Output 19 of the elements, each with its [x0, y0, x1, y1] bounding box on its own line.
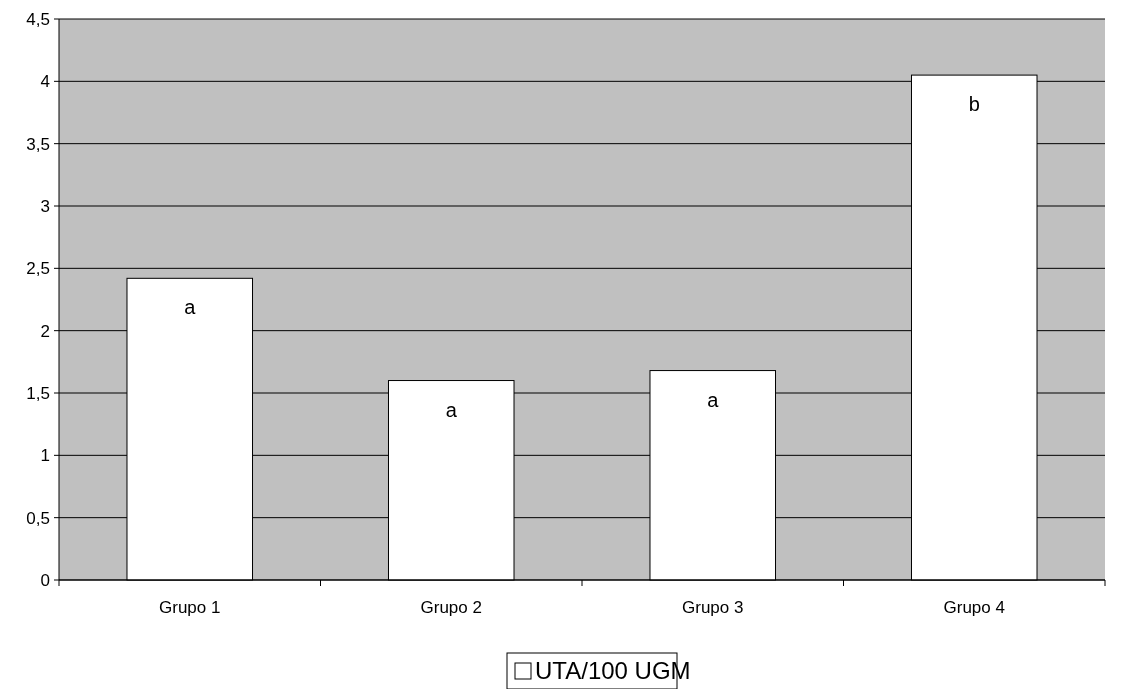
- y-tick-label: 3,5: [26, 134, 50, 154]
- x-tick-label: Grupo 4: [943, 598, 1005, 617]
- y-tick-label: 2,5: [26, 259, 50, 279]
- legend-label: UTA/100 UGM: [535, 657, 691, 685]
- x-tick-label: Grupo 3: [682, 598, 744, 617]
- y-tick-label: 0,5: [26, 508, 50, 528]
- x-tick-label: Grupo 2: [420, 598, 482, 617]
- annotation: a: [707, 388, 720, 411]
- x-tick-label: Grupo 1: [159, 598, 221, 617]
- y-tick-label: 1: [40, 446, 50, 466]
- y-tick-label: 1,5: [26, 383, 50, 403]
- y-tick-label: 2: [40, 321, 50, 341]
- y-tick-label: 4: [40, 72, 50, 92]
- annotation: a: [184, 296, 197, 319]
- annotation: a: [445, 398, 458, 421]
- annotation: b: [968, 93, 980, 116]
- y-tick-label: 0: [40, 570, 50, 590]
- y-tick-label: 4,5: [26, 9, 50, 29]
- y-tick-label: 3: [40, 196, 50, 216]
